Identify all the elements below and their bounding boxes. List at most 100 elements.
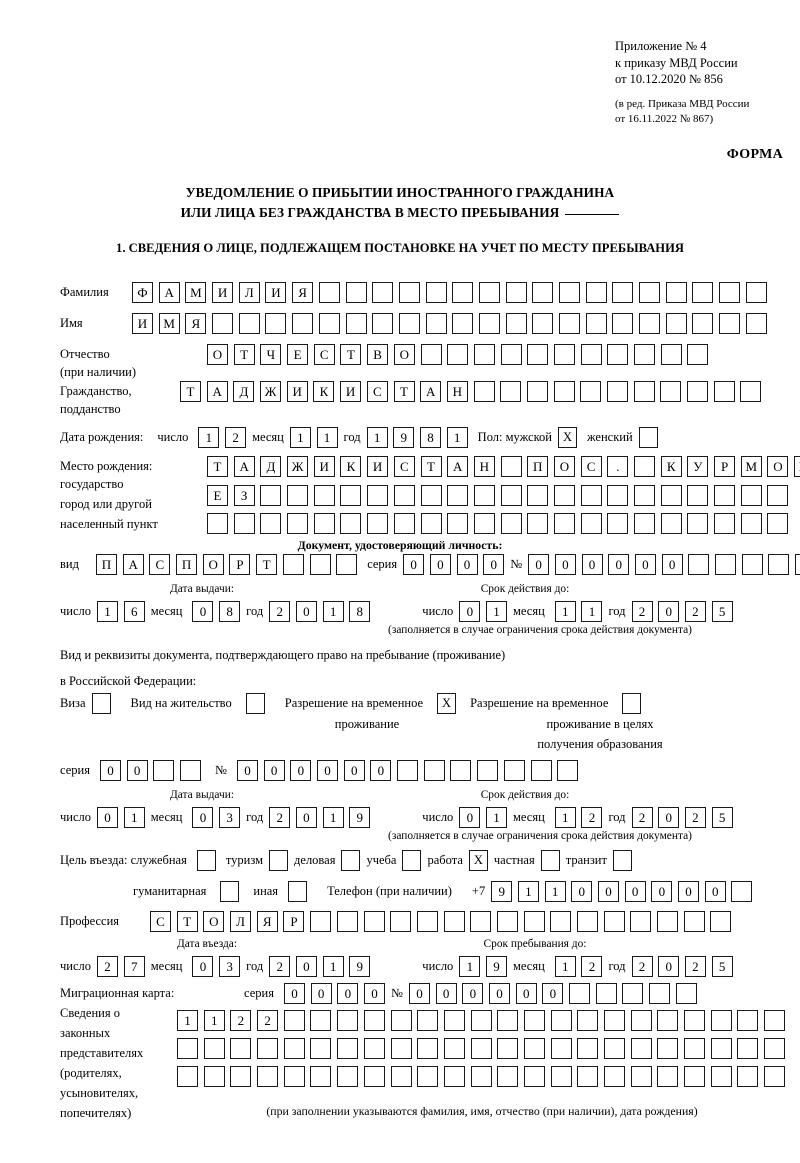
char-cell[interactable]: [692, 313, 714, 334]
char-cell[interactable]: [367, 485, 389, 506]
char-cell[interactable]: [684, 1010, 706, 1031]
char-cell[interactable]: 0: [263, 760, 285, 781]
char-cell[interactable]: [639, 313, 661, 334]
char-cell[interactable]: [710, 1010, 732, 1031]
char-cell[interactable]: 0: [608, 554, 630, 575]
char-cell[interactable]: Р: [714, 456, 736, 477]
char-cell[interactable]: [287, 485, 309, 506]
char-cell[interactable]: 0: [581, 554, 603, 575]
char-cell[interactable]: [473, 344, 495, 365]
char-cell[interactable]: [177, 1038, 198, 1059]
char-cell[interactable]: [764, 1010, 786, 1031]
char-cell[interactable]: [767, 513, 789, 534]
char-cell[interactable]: Р: [229, 554, 251, 575]
char-cell[interactable]: [577, 1038, 599, 1059]
char-cell[interactable]: Т: [233, 344, 255, 365]
char-cell[interactable]: 2: [97, 956, 119, 977]
char-cell[interactable]: 1: [554, 807, 576, 828]
char-cell[interactable]: [500, 456, 522, 477]
char-cell[interactable]: 1: [198, 427, 220, 448]
char-cell[interactable]: [363, 1066, 385, 1087]
birthplace-row-3-input[interactable]: [207, 513, 789, 534]
char-cell[interactable]: 1: [322, 601, 344, 622]
char-cell[interactable]: [692, 282, 714, 303]
char-cell[interactable]: 0: [192, 807, 214, 828]
char-cell[interactable]: [559, 313, 580, 334]
char-cell[interactable]: [340, 485, 362, 506]
char-cell[interactable]: 2: [684, 956, 706, 977]
char-cell[interactable]: [260, 513, 282, 534]
char-cell[interactable]: [639, 282, 661, 303]
char-cell[interactable]: Л: [230, 911, 252, 932]
purpose-tourism-checkbox[interactable]: [269, 850, 289, 871]
char-cell[interactable]: [634, 485, 655, 506]
temp-residence-checkbox[interactable]: X: [437, 693, 457, 714]
char-cell[interactable]: Л: [238, 282, 260, 303]
char-cell[interactable]: [585, 282, 607, 303]
char-cell[interactable]: С: [150, 911, 171, 932]
char-cell[interactable]: [337, 1066, 359, 1087]
char-cell[interactable]: 8: [419, 427, 441, 448]
char-cell[interactable]: [527, 344, 549, 365]
char-cell[interactable]: [153, 760, 175, 781]
char-cell[interactable]: [585, 313, 607, 334]
char-cell[interactable]: [420, 485, 442, 506]
char-cell[interactable]: С: [149, 554, 171, 575]
char-cell[interactable]: [397, 760, 419, 781]
char-cell[interactable]: Т: [207, 456, 228, 477]
char-cell[interactable]: [634, 456, 655, 477]
char-cell[interactable]: Ж: [260, 381, 282, 402]
char-cell[interactable]: [767, 485, 789, 506]
char-cell[interactable]: 0: [597, 881, 619, 902]
char-cell[interactable]: [550, 911, 572, 932]
char-cell[interactable]: [425, 313, 447, 334]
char-cell[interactable]: [532, 313, 554, 334]
char-cell[interactable]: [630, 1066, 652, 1087]
char-cell[interactable]: Ф: [132, 282, 153, 303]
char-cell[interactable]: Т: [393, 381, 415, 402]
char-cell[interactable]: [595, 983, 617, 1004]
char-cell[interactable]: З: [233, 485, 255, 506]
char-cell[interactable]: 2: [269, 601, 291, 622]
char-cell[interactable]: Н: [473, 456, 495, 477]
char-cell[interactable]: [740, 381, 762, 402]
char-cell[interactable]: [660, 381, 682, 402]
char-cell[interactable]: [473, 381, 495, 402]
char-cell[interactable]: 0: [459, 601, 481, 622]
char-cell[interactable]: Т: [176, 911, 198, 932]
char-cell[interactable]: Ч: [260, 344, 282, 365]
char-cell[interactable]: 0: [236, 760, 258, 781]
char-cell[interactable]: 9: [349, 956, 371, 977]
char-cell[interactable]: Т: [180, 381, 201, 402]
char-cell[interactable]: 0: [337, 983, 359, 1004]
sex-female-checkbox[interactable]: [638, 427, 658, 448]
char-cell[interactable]: [260, 485, 282, 506]
char-cell[interactable]: М: [185, 282, 207, 303]
char-cell[interactable]: [559, 282, 580, 303]
char-cell[interactable]: 0: [408, 983, 430, 1004]
char-cell[interactable]: 0: [634, 554, 656, 575]
char-cell[interactable]: [447, 485, 469, 506]
char-cell[interactable]: [340, 513, 362, 534]
char-cell[interactable]: 2: [225, 427, 247, 448]
char-cell[interactable]: 1: [581, 601, 603, 622]
char-cell[interactable]: 1: [177, 1010, 198, 1031]
char-cell[interactable]: 0: [317, 760, 339, 781]
char-cell[interactable]: [283, 1066, 305, 1087]
char-cell[interactable]: [604, 1038, 625, 1059]
char-cell[interactable]: [604, 1066, 625, 1087]
char-cell[interactable]: [310, 1010, 332, 1031]
